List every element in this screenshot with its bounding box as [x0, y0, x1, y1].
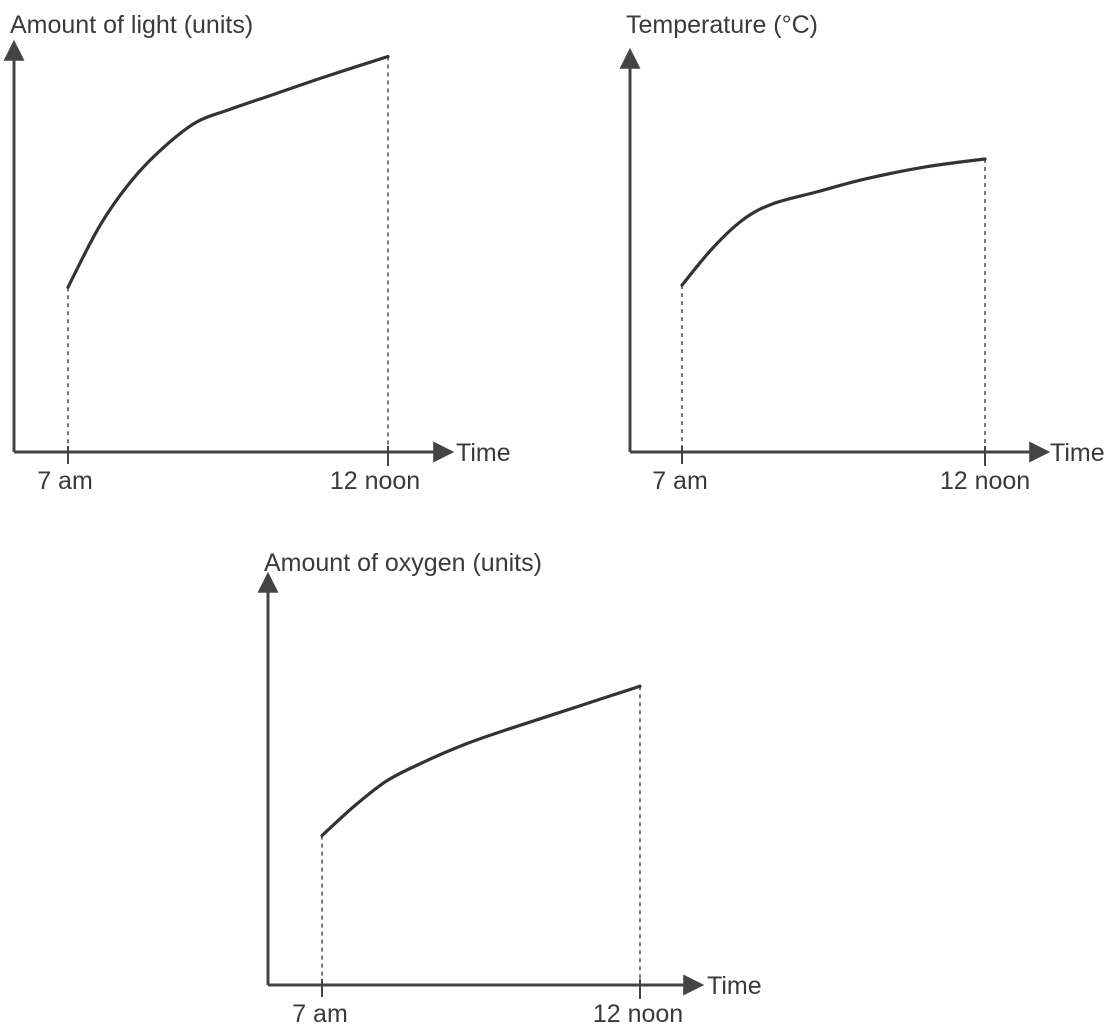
data-point	[923, 165, 926, 169]
data-point	[322, 75, 326, 79]
data-point	[416, 763, 419, 767]
x-axis-label: Time	[1050, 439, 1105, 467]
data-point	[771, 202, 775, 205]
data-point	[511, 726, 514, 729]
x-tick-label-end: 12 noon	[593, 1000, 683, 1028]
data-point	[194, 121, 198, 124]
y-axis-label: Amount of light (units)	[10, 11, 253, 39]
data-point	[463, 743, 467, 746]
data-point	[98, 224, 102, 227]
series-line	[66, 54, 390, 289]
x-tick-label-end: 12 noon	[940, 467, 1030, 495]
chart-2: Temperature (°C) Time 7 am 12 noon	[619, 11, 1105, 495]
x-tick-label-end: 12 noon	[330, 467, 420, 495]
x-tick-label-start: 7 am	[652, 467, 708, 495]
data-point	[983, 157, 987, 161]
data-point	[320, 834, 324, 837]
data-point	[130, 178, 134, 182]
chart-3: Amount of oxygen (units) Time 7 am 12 noon	[257, 549, 762, 1028]
data-point	[384, 780, 387, 783]
y-axis-label: Amount of oxygen (units)	[264, 549, 542, 577]
series-line	[320, 684, 642, 838]
series-line	[680, 157, 987, 287]
chart-1: Amount of light (units) Time 7 am 12 noon	[3, 11, 511, 495]
data-point	[352, 805, 355, 808]
data-point	[162, 145, 166, 149]
data-point	[638, 685, 642, 688]
x-tick-label-start: 7 am	[37, 467, 93, 495]
data-point	[741, 218, 744, 222]
data-point	[386, 55, 390, 58]
x-axis-label: Time	[456, 439, 511, 467]
data-point	[66, 286, 70, 289]
x-tick-label-start: 7 am	[292, 1000, 348, 1028]
y-axis-label: Temperature (°C)	[626, 11, 818, 39]
data-point	[862, 178, 865, 181]
x-axis-label: Time	[707, 972, 762, 1000]
data-point	[817, 190, 820, 193]
data-point	[226, 108, 230, 112]
data-point	[711, 247, 714, 250]
data-point	[575, 705, 578, 709]
data-point	[274, 92, 278, 95]
data-point	[680, 283, 684, 287]
